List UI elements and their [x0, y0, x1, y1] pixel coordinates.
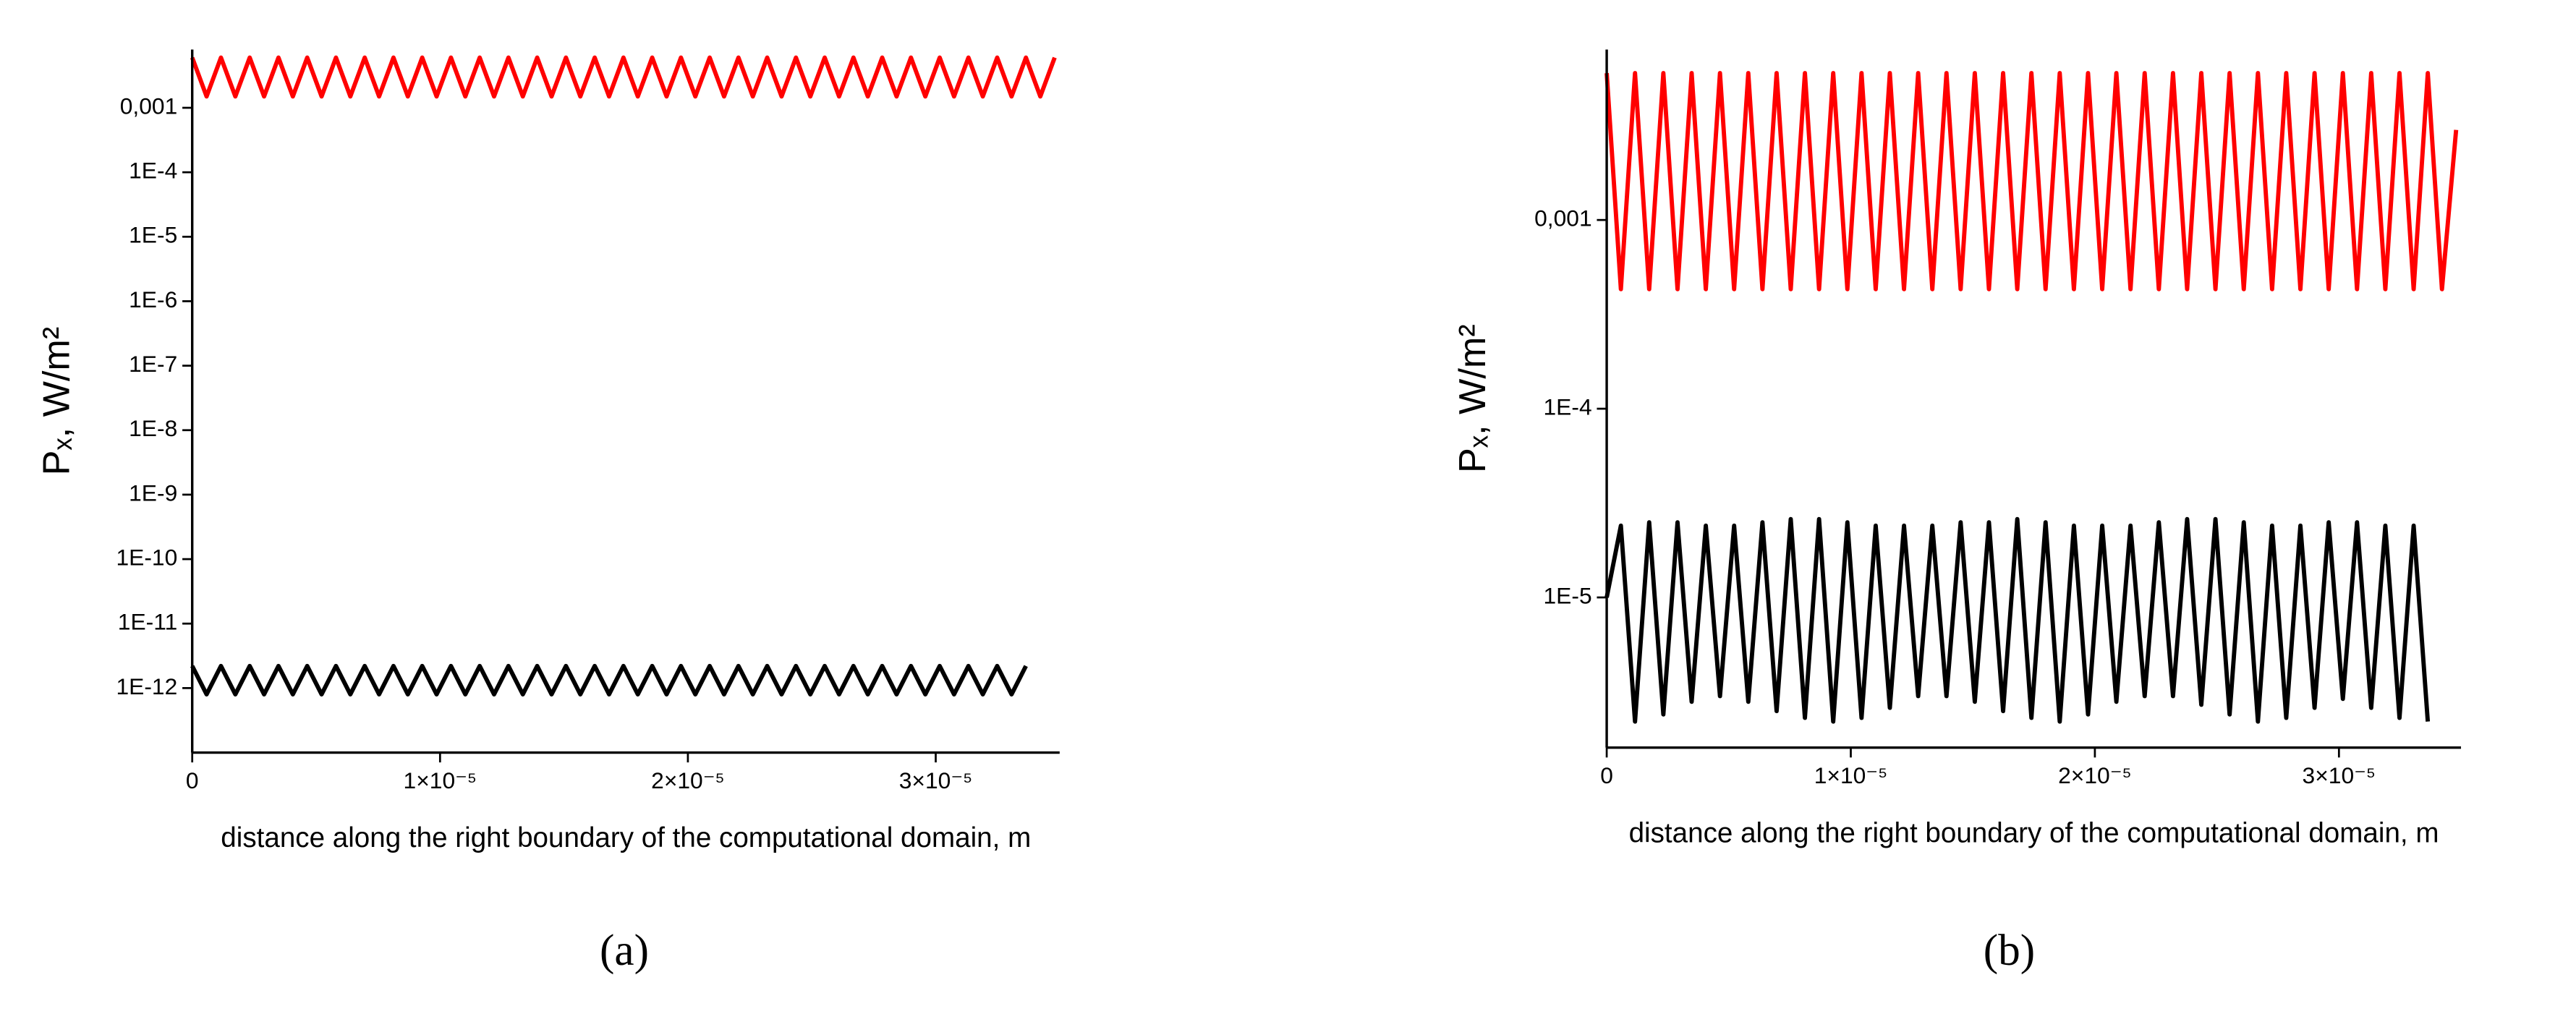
- x-axis-label: distance along the right boundary of the…: [1629, 817, 2439, 848]
- y-axis-label: Pₓ, W/m²: [36, 327, 78, 476]
- y-tick-label: 1E-8: [129, 415, 177, 441]
- series-line: [190, 55, 1057, 99]
- y-tick-label: 1E-4: [1544, 393, 1592, 419]
- y-tick-label: 1E-10: [116, 544, 177, 570]
- y-tick-label: 1E-4: [129, 158, 177, 184]
- x-tick-label: 3×10⁻⁵: [899, 767, 973, 793]
- x-tick-label: 0: [1600, 762, 1613, 788]
- y-tick-label: 1E-12: [116, 673, 177, 699]
- y-tick-label: 1E-11: [118, 609, 177, 635]
- x-axis-label: distance along the right boundary of the…: [221, 822, 1031, 853]
- panel-label: (b): [1984, 926, 2035, 975]
- x-tick-label: 1×10⁻⁵: [404, 767, 477, 793]
- x-tick-label: 0: [186, 767, 199, 793]
- panel-label: (a): [600, 926, 649, 975]
- y-tick-label: 0,001: [1534, 205, 1592, 231]
- y-axis-label: Pₓ, W/m²: [1452, 324, 1494, 473]
- series-line: [1604, 71, 2459, 291]
- y-tick-label: 1E-5: [1544, 582, 1592, 608]
- y-tick-label: 0,001: [120, 93, 178, 119]
- series-line: [1604, 516, 2431, 724]
- x-tick-label: 1×10⁻⁵: [1814, 762, 1888, 788]
- x-tick-label: 2×10⁻⁵: [651, 767, 725, 793]
- y-tick-label: 1E-6: [129, 286, 177, 312]
- y-tick-label: 1E-9: [129, 480, 177, 506]
- x-tick-label: 2×10⁻⁵: [2058, 762, 2132, 788]
- series-line: [190, 663, 1028, 696]
- y-tick-label: 1E-5: [129, 222, 177, 248]
- y-tick-label: 1E-7: [129, 351, 177, 377]
- x-tick-label: 3×10⁻⁵: [2303, 762, 2376, 788]
